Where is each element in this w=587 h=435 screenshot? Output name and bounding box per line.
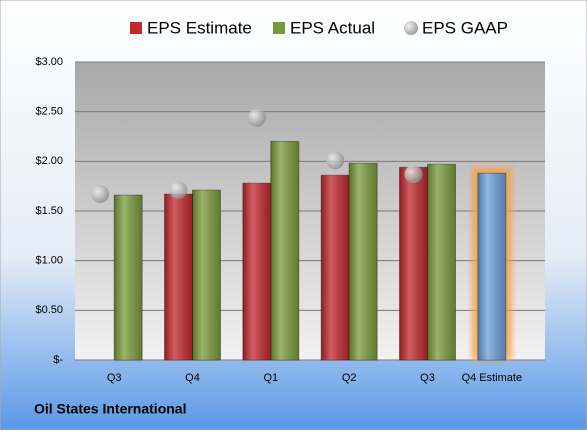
legend-label: EPS Estimate <box>147 18 252 37</box>
legend-marker <box>404 21 418 35</box>
gaap-marker <box>169 181 188 200</box>
legend-marker <box>273 22 285 34</box>
company-name: Oil States International <box>34 401 186 417</box>
x-tick-label: Q4 <box>185 372 200 384</box>
y-tick-label: $0.50 <box>35 304 63 316</box>
bar-shine <box>270 141 299 360</box>
legend-marker <box>130 22 142 34</box>
x-tick-label: Q3 <box>420 372 435 384</box>
y-tick-label: $- <box>53 354 63 366</box>
gaap-marker <box>404 165 423 184</box>
x-tick-label: Q3 <box>107 372 122 384</box>
x-tick-label: Q1 <box>263 372 278 384</box>
bar-shine <box>349 163 378 360</box>
bar-shine <box>164 194 193 360</box>
bar-shine <box>114 195 143 360</box>
bar-shine <box>321 175 350 360</box>
y-tick-label: $3.00 <box>35 56 63 68</box>
legend-label: EPS Actual <box>290 18 375 37</box>
y-tick-label: $1.00 <box>35 255 63 267</box>
y-tick-label: $2.50 <box>35 106 63 118</box>
bar-shine <box>192 190 221 360</box>
bar-shine <box>242 183 271 360</box>
bar-shine <box>427 164 456 360</box>
gaap-marker <box>326 151 345 170</box>
gaap-marker <box>91 185 110 204</box>
bar-shine <box>477 173 506 360</box>
y-tick-label: $2.00 <box>35 155 63 167</box>
y-tick-label: $1.50 <box>35 205 63 217</box>
bar-shine <box>399 167 428 360</box>
legend-label: EPS GAAP <box>422 18 508 37</box>
x-tick-label: Q2 <box>342 372 357 384</box>
x-tick-label: Q4 Estimate <box>462 372 523 384</box>
gaap-marker <box>247 108 266 127</box>
